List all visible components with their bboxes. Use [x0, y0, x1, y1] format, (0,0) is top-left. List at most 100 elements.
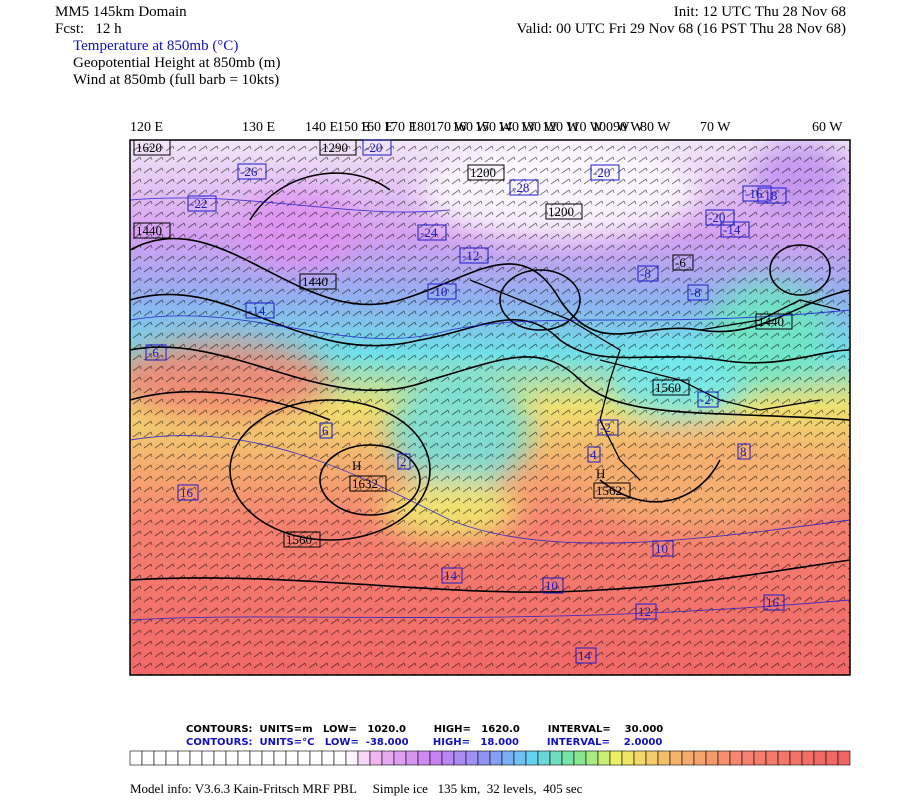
- contour-label: -24: [420, 225, 438, 240]
- longitude-label: 140 E: [305, 120, 338, 135]
- contour-label-box: [687, 284, 709, 301]
- colorbar-cell: [357, 750, 371, 766]
- contour-label: 1440: [758, 314, 784, 329]
- contour-label-box: [417, 224, 447, 241]
- contour-label-box: [587, 446, 601, 463]
- contour-label-box: [697, 391, 719, 408]
- longitude-label: 60 W: [812, 120, 843, 135]
- contour-label-box: [652, 379, 690, 396]
- longitude-label: 110 W: [566, 120, 604, 135]
- colorbar-cell: [801, 750, 815, 766]
- contour-label: 1440: [302, 274, 328, 289]
- colorbar-cell: [381, 750, 395, 766]
- colorbar-cell: [585, 750, 599, 766]
- contour-label: 1440: [136, 223, 162, 238]
- contour-label-box: [575, 647, 597, 664]
- contour-label-box: [237, 163, 267, 180]
- colorbar-cell: [825, 750, 839, 766]
- contour-label-box: [467, 164, 505, 181]
- colorbar-cell: [549, 750, 563, 766]
- contour-label-box: [441, 567, 463, 584]
- colorbar-cell: [669, 750, 683, 766]
- longitude-label: 130 W: [520, 120, 558, 135]
- colorbar-cell: [813, 750, 827, 766]
- contour-label-box: [177, 484, 199, 501]
- colorbar-cell: [597, 750, 611, 766]
- model-info: Model info: V3.6.3 Kain-Fritsch MRF PBL …: [130, 781, 583, 796]
- colorbar-cell: [561, 750, 575, 766]
- contour-label: 1632: [352, 476, 378, 491]
- contour-label-box: [637, 265, 659, 282]
- contour-label: 4: [590, 447, 597, 462]
- contour-label: 10: [655, 541, 668, 556]
- contour-label-box: [397, 453, 411, 470]
- contour-label-box: [133, 222, 171, 239]
- longitude-label: 70 W: [700, 120, 731, 135]
- contour-label-box: [319, 422, 333, 439]
- contour-label-box: [319, 139, 357, 156]
- height-contours: CONTOURS: UNITS=m LOW= 1020.0 HIGH= 1620…: [186, 724, 664, 735]
- contour-label: 16: [766, 595, 780, 610]
- contour-label-box: [672, 254, 694, 271]
- colorbar-cell: [393, 750, 407, 766]
- contour-label: -14: [248, 303, 266, 318]
- contour-label-box: [737, 443, 751, 460]
- longitude-label: 170 E: [384, 120, 417, 135]
- map-field: [130, 140, 850, 675]
- contour-label: -18: [760, 188, 777, 203]
- colorbar-cell: [777, 750, 791, 766]
- longitude-label: 90 W: [613, 120, 644, 135]
- colorbar-cell: [237, 750, 251, 766]
- colorbar-cell: [717, 750, 731, 766]
- contour-label: H: [352, 458, 361, 473]
- forecast-hour: Fcst: 12 h: [55, 21, 122, 37]
- longitude-label: 170 W: [430, 120, 468, 135]
- contour-label-box: [427, 283, 457, 300]
- contour-label: -28: [512, 180, 529, 195]
- colorbar-cell: [165, 750, 179, 766]
- colorbar-cell: [609, 750, 623, 766]
- contour-label: -10: [430, 284, 447, 299]
- longitude-label: 160 E: [360, 120, 393, 135]
- longitude-label: 180: [410, 120, 431, 135]
- contour-label: -14: [723, 222, 741, 237]
- contour-label-box: [590, 164, 620, 181]
- colorbar-cell: [741, 750, 755, 766]
- colorbar-cell: [465, 750, 479, 766]
- contour-label: 14: [578, 648, 592, 663]
- contour-label-box: [187, 195, 217, 212]
- colorbar-cell: [309, 750, 323, 766]
- field-height: Geopotential Height at 850mb (m): [73, 55, 281, 71]
- colorbar-cell: [693, 750, 707, 766]
- colorbar-cell: [405, 750, 419, 766]
- contour-label-box: [720, 221, 750, 238]
- contour-label-box: [349, 475, 387, 492]
- contour-label-box: [459, 247, 489, 264]
- contour-label: 14: [444, 568, 458, 583]
- contour-label: 12: [638, 604, 651, 619]
- contour-label: 1200: [470, 165, 496, 180]
- contour-label: -26: [240, 164, 258, 179]
- contour-label: -22: [190, 196, 207, 211]
- contour-label: -8: [640, 266, 651, 281]
- longitude-label: 120 E: [130, 120, 163, 135]
- colorbar-cell: [285, 750, 299, 766]
- contour-label-box: [145, 344, 167, 361]
- colorbar-cell: [129, 750, 143, 766]
- contour-label: 16: [180, 485, 194, 500]
- valid-time: Valid: 00 UTC Fri 29 Nov 68 (16 PST Thu …: [516, 21, 846, 37]
- contour-label: -20: [708, 210, 725, 225]
- colorbar-cell: [525, 750, 539, 766]
- contour-label: 2: [400, 454, 407, 469]
- longitude-label: 80 W: [640, 120, 671, 135]
- colorbar-cell: [537, 750, 551, 766]
- colorbar-cell: [249, 750, 263, 766]
- colorbar-cell: [441, 750, 455, 766]
- colorbar-cell: [645, 750, 659, 766]
- longitude-label: 130 E: [242, 120, 275, 135]
- contour-label-box: [597, 419, 619, 436]
- contour-label-box: [133, 139, 171, 156]
- colorbar-cell: [681, 750, 695, 766]
- colorbar-cell: [657, 750, 671, 766]
- contour-label-box: [635, 603, 657, 620]
